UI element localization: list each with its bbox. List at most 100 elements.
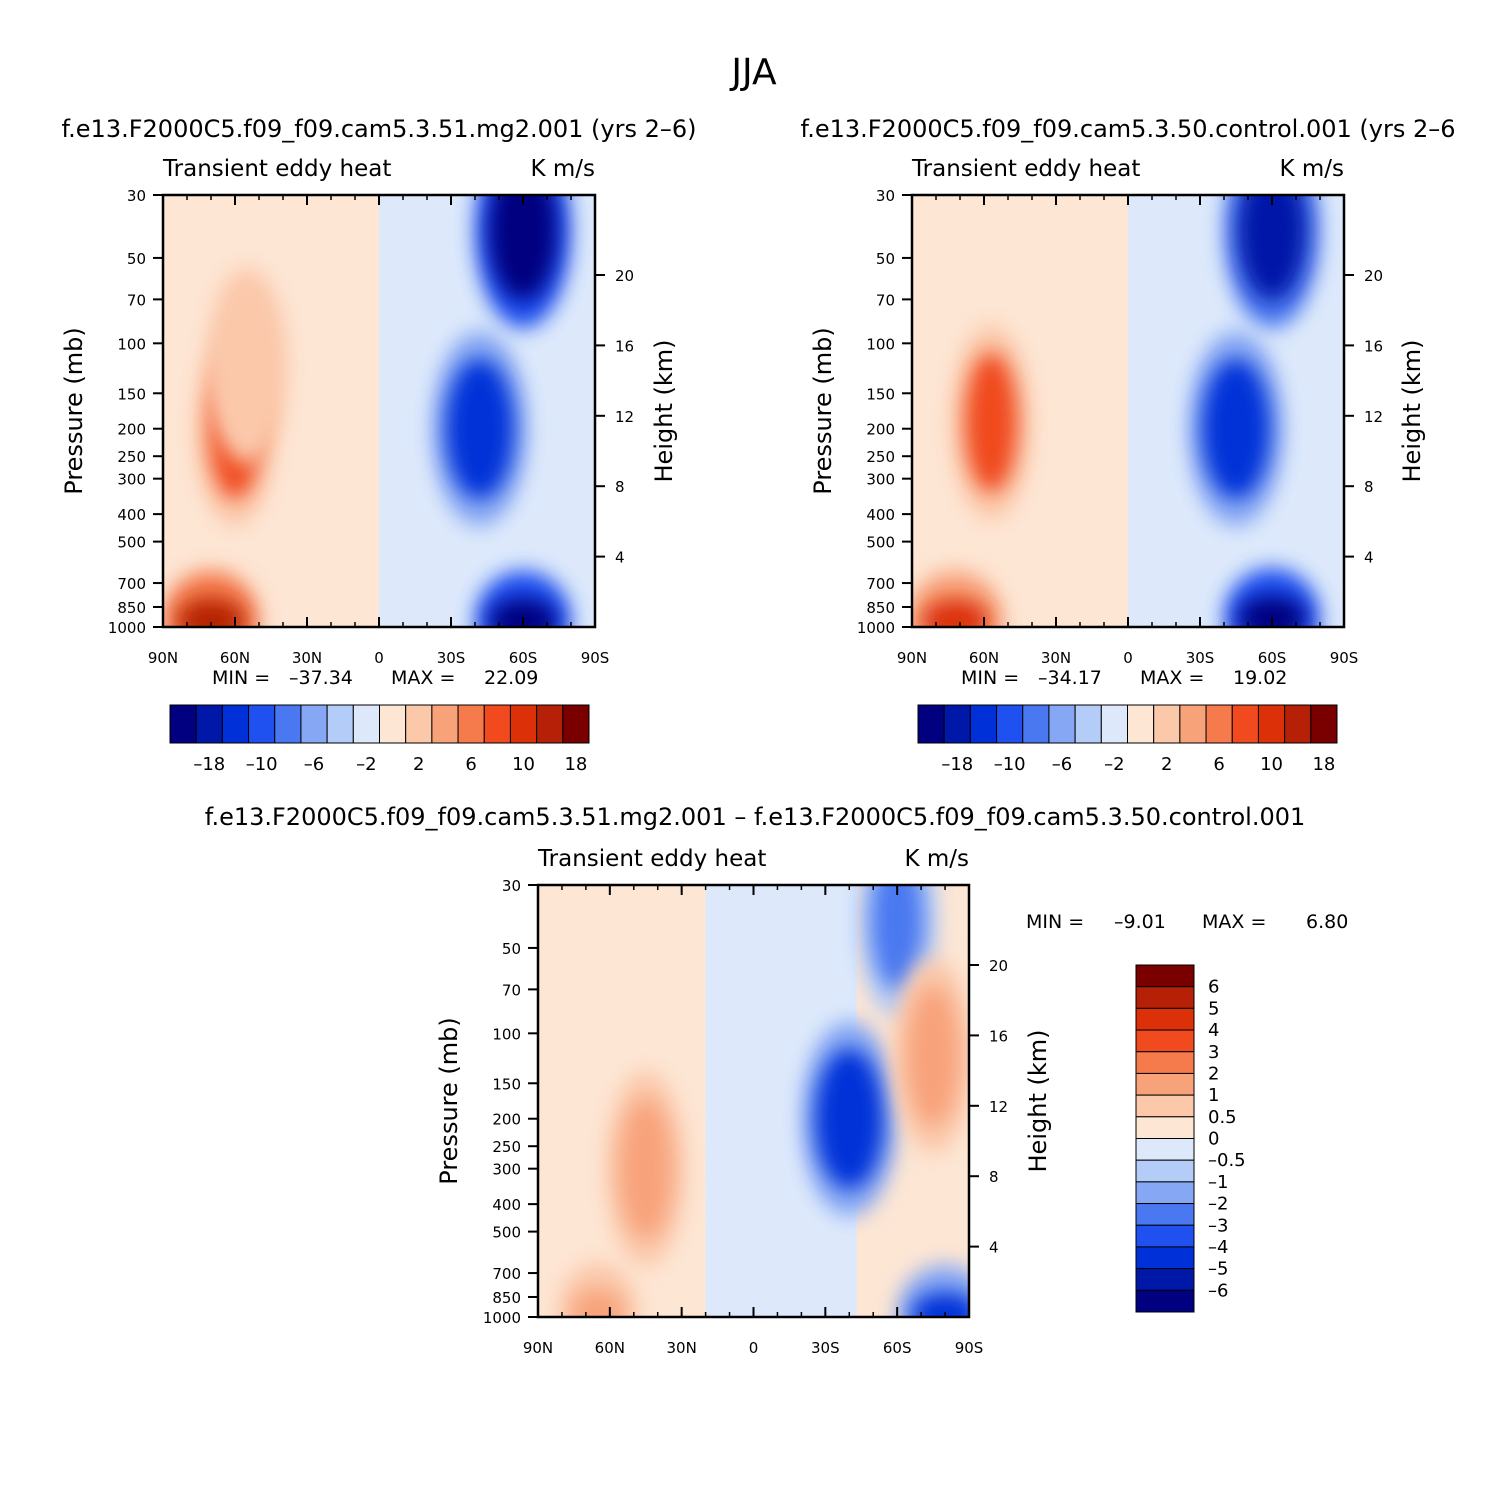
colorbar-swatch <box>1135 1203 1195 1226</box>
colorbar-swatch <box>1205 704 1233 744</box>
field-contour-core <box>871 885 924 991</box>
colorbar-swatch <box>1048 704 1076 744</box>
colorbar-swatch <box>1135 1116 1195 1139</box>
y-right-tick-label: 16 <box>615 337 634 355</box>
colorbar-swatch <box>300 704 328 744</box>
x-tick-label: 60S <box>1258 649 1287 667</box>
panel-a-colorbar: –18 –10 –6 –2 2 6 10 18 <box>169 704 590 775</box>
y-tick-label: 200 <box>866 421 895 439</box>
colorbar-swatch <box>1135 1138 1195 1161</box>
y-tick-label: 700 <box>492 1265 521 1283</box>
y-tick-label: 700 <box>866 575 895 593</box>
y-tick-label: 300 <box>492 1161 521 1179</box>
colorbar-swatch <box>221 704 250 744</box>
x-tick-label: 90S <box>955 1339 984 1357</box>
colorbar-label: 18 <box>1312 754 1335 775</box>
field-contour-core <box>907 985 960 1126</box>
panel-a-max-value: 22.09 <box>484 667 538 689</box>
y-tick-label: 300 <box>117 471 146 489</box>
colorbar-swatch <box>969 704 998 744</box>
panel-b-max-label: MAX = <box>1140 667 1204 689</box>
panel-b-min-label: MIN = <box>961 667 1019 689</box>
colorbar-swatch <box>1153 704 1181 744</box>
panel-b-ylabel-right: Height (km) <box>1398 340 1426 483</box>
colorbar-swatch <box>536 704 564 744</box>
panel-difference-max-value: 6.80 <box>1306 911 1348 933</box>
colorbar-label: 6 <box>1213 754 1224 775</box>
colorbar-swatch <box>1135 1268 1195 1291</box>
panel-difference-ylabel: Pressure (mb) <box>435 1017 463 1184</box>
colorbar-swatch <box>1135 1029 1195 1053</box>
colorbar-swatch <box>1074 704 1102 744</box>
colorbar-swatch <box>1135 1007 1195 1031</box>
panel-a-ylabel-right: Height (km) <box>650 340 678 483</box>
colorbar-label: –3 <box>1208 1215 1228 1236</box>
y-tick-label: 250 <box>117 448 146 466</box>
colorbar-swatch <box>274 704 302 744</box>
colorbar-label: 6 <box>1208 977 1219 998</box>
field-contour-core <box>965 352 1018 493</box>
colorbar-swatch <box>1135 1289 1195 1313</box>
field-contour-core <box>1238 195 1306 301</box>
x-tick-label: 0 <box>749 1339 759 1357</box>
colorbar-label: 0 <box>1208 1129 1219 1150</box>
x-tick-label: 60N <box>220 649 250 667</box>
field-contour-core <box>1238 596 1306 627</box>
y-right-tick-label: 4 <box>1364 549 1374 567</box>
x-tick-label: 0 <box>374 649 384 667</box>
y-tick-label: 1000 <box>857 619 895 637</box>
y-right-tick-label: 20 <box>989 957 1008 975</box>
x-tick-label: 30S <box>811 1339 840 1357</box>
colorbar-swatch <box>1135 1159 1195 1183</box>
x-tick-label: 30N <box>1041 649 1071 667</box>
y-tick-label: 150 <box>866 385 895 403</box>
colorbar-swatch <box>1100 704 1128 744</box>
field-contour-core <box>619 1098 672 1239</box>
y-tick-label: 850 <box>117 599 146 617</box>
y-right-tick-label: 8 <box>615 478 625 496</box>
panel-difference-max-label: MAX = <box>1202 911 1266 933</box>
panel-difference-units: K m/s <box>904 846 969 872</box>
y-right-tick-label: 12 <box>1364 408 1383 426</box>
x-tick-label: 30S <box>1186 649 1215 667</box>
colorbar-label: –6 <box>1208 1280 1228 1301</box>
colorbar-swatch <box>1135 1181 1195 1205</box>
y-tick-label: 850 <box>866 599 895 617</box>
field-contour-core <box>815 1048 884 1189</box>
colorbar-swatch <box>1135 1072 1195 1096</box>
field-contour-core <box>489 195 557 301</box>
colorbar-swatch <box>431 704 459 744</box>
x-tick-label: 0 <box>1123 649 1133 667</box>
panel-b-ylabel: Pressure (mb) <box>809 327 837 494</box>
x-tick-label: 90N <box>523 1339 553 1357</box>
colorbar-swatch <box>996 704 1024 744</box>
colorbar-label: 5 <box>1208 998 1219 1019</box>
y-right-tick-label: 16 <box>1364 337 1383 355</box>
y-tick-label: 400 <box>492 1196 521 1214</box>
y-tick-label: 300 <box>866 471 895 489</box>
panel-b-units: K m/s <box>1279 156 1344 182</box>
y-right-tick-label: 20 <box>615 267 634 285</box>
colorbar-label: 10 <box>1260 754 1283 775</box>
panel-a-units: K m/s <box>530 156 595 182</box>
panel-difference-field <box>538 885 969 1317</box>
x-tick-label: 90S <box>1330 649 1359 667</box>
x-tick-label: 90N <box>148 649 178 667</box>
colorbar-label: 2 <box>1161 754 1172 775</box>
x-tick-label: 60S <box>883 1339 912 1357</box>
difference-title: f.e13.F2000C5.f09_f09.cam5.3.51.mg2.001 … <box>205 803 1306 831</box>
panel-b-max-value: 19.02 <box>1233 667 1287 689</box>
y-tick-label: 50 <box>502 940 521 958</box>
y-tick-label: 250 <box>492 1138 521 1156</box>
field-contour-core <box>177 598 245 627</box>
y-tick-label: 400 <box>866 506 895 524</box>
colorbar-swatch <box>1135 1246 1195 1270</box>
colorbar-swatch <box>943 704 971 744</box>
x-tick-label: 90S <box>581 649 610 667</box>
colorbar-label: –2 <box>1208 1194 1228 1215</box>
colorbar-label: 6 <box>465 754 476 775</box>
panel-difference-min-value: –9.01 <box>1114 911 1166 933</box>
panel-b-variable: Transient eddy heat <box>911 156 1140 182</box>
colorbar-label: –6 <box>304 754 324 775</box>
y-tick-label: 70 <box>502 981 521 999</box>
